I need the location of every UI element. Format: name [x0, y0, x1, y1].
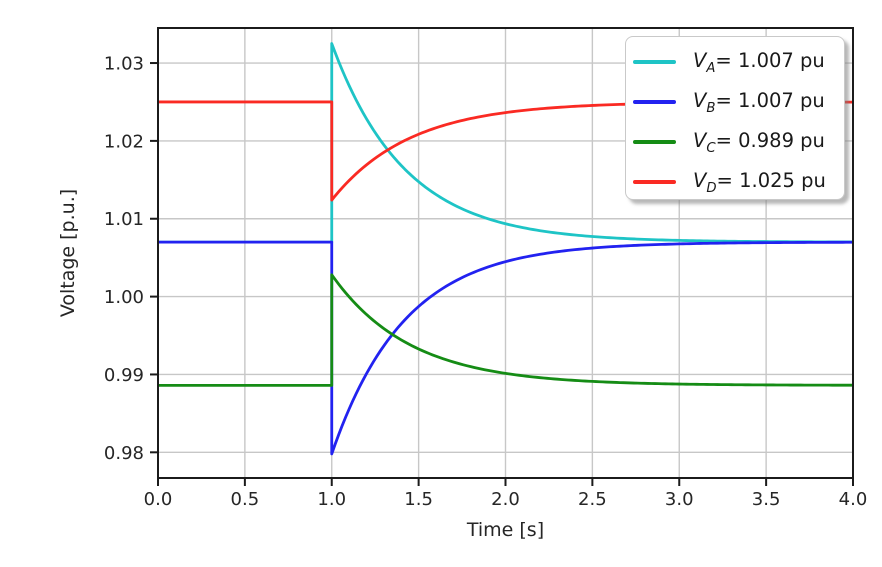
legend-var-base: V: [693, 88, 707, 112]
legend-line-swatch-vd: [633, 180, 676, 184]
axes-ticks: 0.0 0.5 1.0 1.5 2.0 2.5 3.0 3.5 4.0 0.98 0.99 1.00 1…: [104, 54, 867, 510]
x-tick-label: 1.0: [317, 489, 346, 510]
legend-label-vd: VD= 1.025 pu: [693, 169, 826, 196]
legend-label-vc: VC= 0.989 pu: [693, 129, 825, 156]
legend-var-base: V: [693, 48, 707, 72]
legend-item-vb: VB= 1.007 pu: [626, 82, 844, 122]
legend: VA= 1.007 pu VB= 1.007 pu VC= 0.989 pu V…: [625, 36, 845, 200]
legend-line-swatch-va: [633, 60, 676, 64]
y-tick-label: 1.00: [104, 287, 144, 308]
legend-var-sub: C: [706, 140, 716, 156]
legend-var-sub: B: [706, 100, 716, 116]
legend-line-swatch-vc: [633, 140, 676, 144]
x-tick-label: 1.5: [404, 489, 433, 510]
x-tick-label: 4.0: [839, 489, 868, 510]
y-tick-label: 0.99: [104, 365, 144, 386]
legend-var-base: V: [693, 168, 707, 192]
y-tick-label: 1.02: [104, 131, 144, 152]
y-axis-label: Voltage [p.u.]: [57, 188, 79, 318]
legend-item-vd: VD= 1.025 pu: [626, 162, 844, 202]
legend-label-vb: VB= 1.007 pu: [693, 89, 825, 116]
x-tick-label: 3.5: [752, 489, 781, 510]
series-line-v_c: [158, 273, 853, 387]
legend-var-sub: A: [706, 60, 716, 76]
x-tick-label: 0.5: [231, 489, 260, 510]
legend-value: = 1.025 pu: [716, 168, 826, 192]
legend-value: = 1.007 pu: [715, 48, 825, 72]
x-tick-label: 0.0: [144, 489, 173, 510]
legend-line-swatch-vb: [633, 100, 676, 104]
legend-item-vc: VC= 0.989 pu: [626, 122, 844, 162]
series-line-v_b: [158, 240, 853, 456]
y-tick-label: 1.01: [104, 209, 144, 230]
legend-var-sub: D: [706, 180, 717, 196]
legend-label-va: VA= 1.007 pu: [693, 49, 825, 76]
x-tick-label: 2.0: [491, 489, 520, 510]
y-tick-label: 0.98: [104, 443, 144, 464]
x-tick-label: 3.0: [665, 489, 694, 510]
x-axis-label: Time [s]: [466, 519, 545, 541]
y-tick-label: 1.03: [104, 54, 144, 75]
legend-var-base: V: [693, 128, 707, 152]
plot-border: [157, 27, 854, 479]
x-tick-label: 2.5: [578, 489, 607, 510]
legend-item-va: VA= 1.007 pu: [626, 42, 844, 82]
legend-value: = 1.007 pu: [715, 88, 825, 112]
legend-value: = 0.989 pu: [715, 128, 825, 152]
